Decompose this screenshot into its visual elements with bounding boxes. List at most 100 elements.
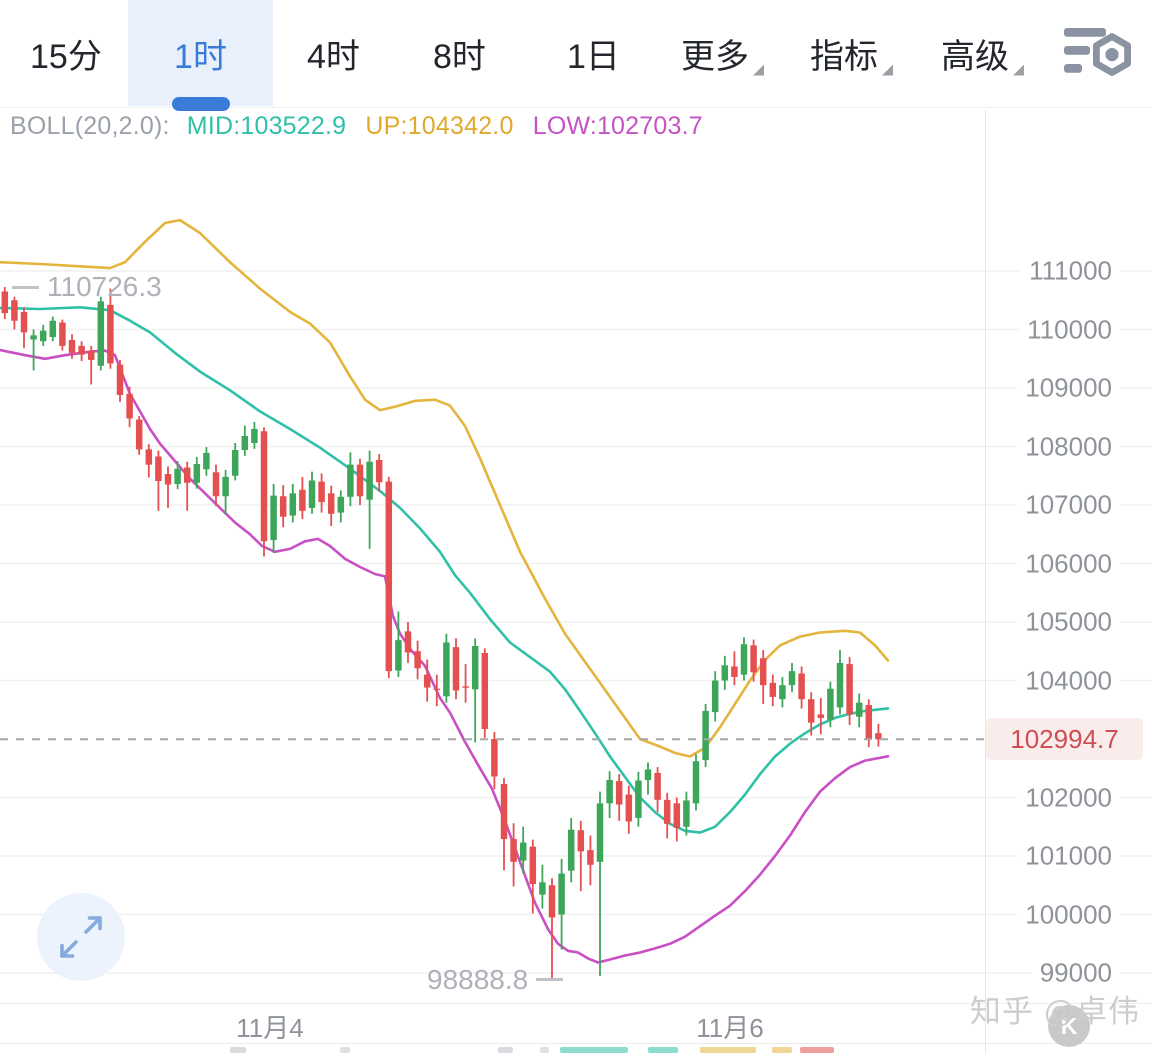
candle-body — [375, 459, 383, 483]
tab-1day[interactable]: 1日 — [567, 37, 620, 76]
fullscreen-expand-button[interactable] — [37, 893, 125, 981]
candle-body — [836, 662, 844, 708]
candle-body — [222, 476, 229, 497]
price-axis-label[interactable]: 111000 — [1021, 255, 1120, 287]
candle-body — [212, 472, 220, 497]
price-axis-label[interactable]: 101000 — [1017, 840, 1120, 872]
candle-body — [260, 431, 268, 542]
candle-body — [78, 345, 85, 355]
clipped-text-stub — [540, 1047, 549, 1053]
candle-body — [443, 642, 450, 697]
price-axis-label[interactable]: 109000 — [1017, 372, 1120, 404]
boll-name: BOLL(20,2.0): — [10, 112, 170, 140]
menu-indicators[interactable]: 指标 — [810, 0, 893, 106]
tab-8hour[interactable]: 8时 — [433, 37, 486, 76]
candle-body — [337, 496, 345, 513]
active-tab-indicator — [172, 97, 230, 111]
price-axis-label[interactable]: 106000 — [1017, 548, 1120, 579]
menu-more-label: 更多 — [681, 37, 749, 76]
candle-body — [481, 653, 489, 730]
candle-body — [270, 495, 277, 541]
price-axis-label[interactable]: 102000 — [1017, 782, 1120, 813]
candle-body — [87, 350, 95, 360]
candle-body — [615, 781, 623, 805]
candle-body — [97, 301, 105, 366]
candle-body — [692, 761, 700, 804]
candle-body — [251, 428, 258, 443]
clipped-text-stub — [498, 1047, 513, 1053]
candle-body — [635, 780, 642, 818]
candle-body — [231, 450, 239, 476]
candle-body — [779, 685, 786, 700]
price-axis-label[interactable]: 110000 — [1019, 314, 1120, 345]
boll-up-value: UP:104342.0 — [365, 112, 514, 140]
candle-body — [299, 489, 306, 511]
candle-body — [414, 651, 421, 669]
candle-body — [759, 658, 767, 686]
low-price-marker: 98888.8 — [419, 963, 564, 996]
clipped-text-stub — [772, 1047, 792, 1053]
candle-body — [683, 800, 690, 827]
tab-4hour[interactable]: 4时 — [307, 37, 360, 76]
price-axis-label[interactable]: 100000 — [1017, 899, 1120, 930]
candle-body — [721, 665, 729, 681]
tab-15min[interactable]: 15分 — [30, 37, 102, 76]
low-price-text: 98888.8 — [427, 963, 529, 995]
candle-body — [846, 664, 853, 715]
candle-body — [875, 733, 882, 740]
candle-body — [135, 419, 143, 450]
candle-body — [68, 340, 76, 353]
boll-indicator-row: BOLL(20,2.0): MID:103522.9 UP:104342.0 L… — [10, 112, 703, 141]
candle-body — [59, 322, 66, 346]
clipped-text-stub — [230, 1047, 246, 1053]
candle-body — [529, 846, 537, 885]
candle-body — [539, 882, 546, 895]
boll-mid-value: MID:103522.9 — [186, 112, 347, 140]
candle-body — [241, 435, 249, 451]
candle-body — [596, 803, 604, 862]
candle-body — [347, 464, 354, 497]
price-axis-label[interactable]: 105000 — [1017, 606, 1120, 638]
candle-body — [865, 705, 873, 739]
tab-1hour[interactable]: 1时 — [128, 0, 273, 111]
candle-body — [711, 680, 719, 713]
candle-body — [289, 493, 297, 516]
price-axis-label[interactable]: 104000 — [1017, 665, 1120, 696]
candle-body — [433, 688, 441, 691]
expand-arrows-icon — [60, 916, 102, 958]
candle-body — [788, 671, 796, 686]
candle-body — [587, 850, 594, 865]
dropdown-triangle-icon — [753, 64, 764, 76]
price-axis-label[interactable]: 107000 — [1017, 489, 1120, 521]
candle-body — [318, 481, 325, 503]
candle-body — [30, 335, 37, 340]
candle-body — [193, 464, 201, 483]
candle-body — [356, 464, 364, 497]
candle-body — [491, 739, 498, 777]
candle-body — [308, 480, 316, 508]
candle-body — [673, 803, 681, 828]
menu-advanced[interactable]: 高级 — [941, 0, 1024, 106]
high-price-text: 110726.3 — [47, 271, 162, 302]
candle-body — [510, 839, 517, 862]
candle-body — [20, 311, 28, 333]
price-axis-label[interactable]: 99000 — [1031, 957, 1120, 989]
candle-body — [155, 456, 162, 482]
candle-body — [558, 873, 565, 915]
candle-body — [39, 330, 47, 342]
candle-body — [404, 631, 412, 653]
candle-body — [145, 449, 153, 465]
date-axis-label: 11月4 — [236, 1013, 304, 1043]
candle-body — [798, 673, 805, 700]
chart-settings-icon[interactable] — [1062, 21, 1134, 85]
candle-body — [327, 493, 335, 514]
candle-body — [1, 291, 9, 314]
price-axis-label[interactable]: 108000 — [1017, 431, 1120, 462]
candle-body — [126, 393, 133, 419]
menu-more[interactable]: 更多 — [681, 0, 764, 106]
candle-body — [606, 779, 613, 804]
clipped-text-stub — [560, 1047, 628, 1053]
candle-body — [855, 702, 863, 717]
candle-body — [731, 666, 738, 677]
